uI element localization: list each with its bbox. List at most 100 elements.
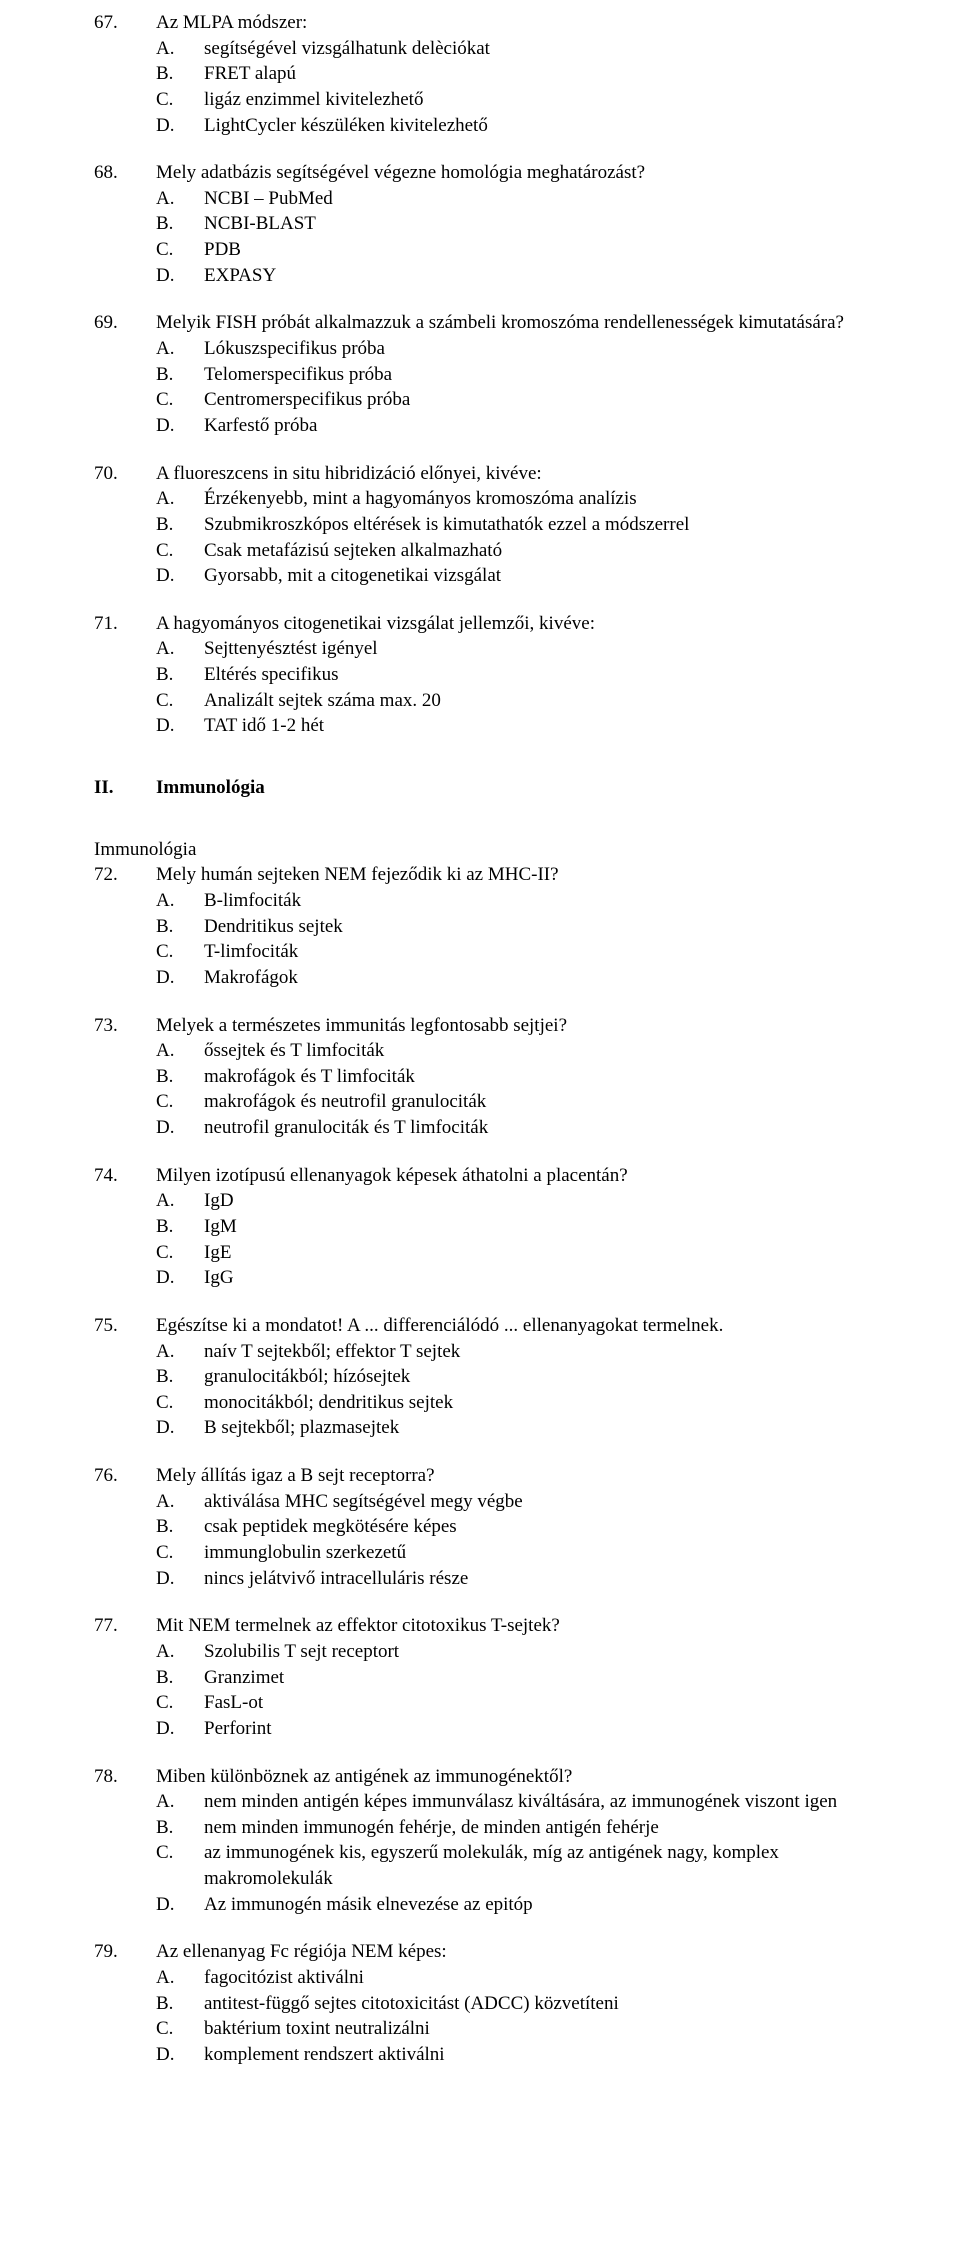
option-letter: B. xyxy=(156,1364,204,1390)
answer-option: B.Szubmikroszkópos eltérések is kimutath… xyxy=(94,512,900,538)
answer-option: D.Gyorsabb, mit a citogenetikai vizsgála… xyxy=(94,563,900,589)
option-text: IgM xyxy=(204,1214,900,1240)
answer-option: C.az immunogének kis, egyszerű molekulák… xyxy=(94,1840,900,1891)
answer-option: A.B-limfociták xyxy=(94,888,900,914)
question-text: Milyen izotípusú ellenanyagok képesek át… xyxy=(156,1163,900,1189)
question-text: Mely adatbázis segítségével végezne homo… xyxy=(156,160,900,186)
option-text: Centromerspecifikus próba xyxy=(204,387,900,413)
option-text: B sejtekből; plazmasejtek xyxy=(204,1415,900,1441)
option-letter: A. xyxy=(156,1038,204,1064)
question-stem: 76.Mely állítás igaz a B sejt receptorra… xyxy=(94,1463,900,1489)
option-text: Telomerspecifikus próba xyxy=(204,362,900,388)
answer-option: C.makrofágok és neutrofil granulociták xyxy=(94,1089,900,1115)
option-letter: D. xyxy=(156,1115,204,1141)
answer-option: A.őssejtek és T limfociták xyxy=(94,1038,900,1064)
question-number: 75. xyxy=(94,1313,156,1339)
question-stem: 71.A hagyományos citogenetikai vizsgálat… xyxy=(94,611,900,637)
option-text: Érzékenyebb, mint a hagyományos kromoszó… xyxy=(204,486,900,512)
question-block: 76.Mely állítás igaz a B sejt receptorra… xyxy=(94,1463,900,1591)
option-text: Csak metafázisú sejteken alkalmazható xyxy=(204,538,900,564)
question-text: Mit NEM termelnek az effektor citotoxiku… xyxy=(156,1613,900,1639)
question-block: 68.Mely adatbázis segítségével végezne h… xyxy=(94,160,900,288)
option-text: csak peptidek megkötésére képes xyxy=(204,1514,900,1540)
option-letter: D. xyxy=(156,1566,204,1592)
question-number: 69. xyxy=(94,310,156,336)
option-text: B-limfociták xyxy=(204,888,900,914)
answer-option: D.IgG xyxy=(94,1265,900,1291)
option-letter: C. xyxy=(156,87,204,113)
option-letter: A. xyxy=(156,1789,204,1815)
question-stem: 67.Az MLPA módszer: xyxy=(94,10,900,36)
answer-option: A.nem minden antigén képes immunválasz k… xyxy=(94,1789,900,1815)
option-letter: C. xyxy=(156,1840,204,1891)
answer-option: C.monocitákból; dendritikus sejtek xyxy=(94,1390,900,1416)
option-text: granulocitákból; hízósejtek xyxy=(204,1364,900,1390)
option-letter: B. xyxy=(156,362,204,388)
question-text: Az MLPA módszer: xyxy=(156,10,900,36)
question-text: A hagyományos citogenetikai vizsgálat je… xyxy=(156,611,900,637)
answer-option: B.Dendritikus sejtek xyxy=(94,914,900,940)
option-letter: D. xyxy=(156,113,204,139)
question-number: 72. xyxy=(94,862,156,888)
option-text: EXPASY xyxy=(204,263,900,289)
question-number: 76. xyxy=(94,1463,156,1489)
option-text: az immunogének kis, egyszerű molekulák, … xyxy=(204,1840,900,1891)
question-block: 71.A hagyományos citogenetikai vizsgálat… xyxy=(94,611,900,739)
question-number: 67. xyxy=(94,10,156,36)
answer-option: B.antitest-függő sejtes citotoxicitást (… xyxy=(94,1991,900,2017)
question-stem: 77.Mit NEM termelnek az effektor citotox… xyxy=(94,1613,900,1639)
answer-option: A.NCBI – PubMed xyxy=(94,186,900,212)
answer-option: A.Szolubilis T sejt receptort xyxy=(94,1639,900,1665)
option-text: NCBI-BLAST xyxy=(204,211,900,237)
question-text: Egészítse ki a mondatot! A ... differenc… xyxy=(156,1313,900,1339)
option-letter: B. xyxy=(156,1214,204,1240)
option-text: makrofágok és neutrofil granulociták xyxy=(204,1089,900,1115)
answer-option: A.Lókuszspecifikus próba xyxy=(94,336,900,362)
option-letter: B. xyxy=(156,1991,204,2017)
option-text: Granzimet xyxy=(204,1665,900,1691)
answer-option: A.fagocitózist aktiválni xyxy=(94,1965,900,1991)
option-letter: C. xyxy=(156,688,204,714)
answer-option: C.Centromerspecifikus próba xyxy=(94,387,900,413)
subheading: Immunológia xyxy=(94,837,900,863)
option-letter: A. xyxy=(156,636,204,662)
option-letter: C. xyxy=(156,1089,204,1115)
answer-option: C.baktérium toxint neutralizálni xyxy=(94,2016,900,2042)
answer-option: B.FRET alapú xyxy=(94,61,900,87)
question-text: Mely humán sejteken NEM fejeződik ki az … xyxy=(156,862,900,888)
option-letter: A. xyxy=(156,1639,204,1665)
answer-option: D.nincs jelátvivő intracelluláris része xyxy=(94,1566,900,1592)
question-block: 77.Mit NEM termelnek az effektor citotox… xyxy=(94,1613,900,1741)
question-number: 70. xyxy=(94,461,156,487)
option-text: naív T sejtekből; effektor T sejtek xyxy=(204,1339,900,1365)
option-text: Perforint xyxy=(204,1716,900,1742)
question-stem: 73.Melyek a természetes immunitás legfon… xyxy=(94,1013,900,1039)
option-text: őssejtek és T limfociták xyxy=(204,1038,900,1064)
option-letter: B. xyxy=(156,1815,204,1841)
option-letter: D. xyxy=(156,563,204,589)
option-letter: A. xyxy=(156,36,204,62)
option-letter: A. xyxy=(156,1489,204,1515)
question-text: Miben különböznek az antigének az immuno… xyxy=(156,1764,900,1790)
answer-option: B.Eltérés specifikus xyxy=(94,662,900,688)
option-text: LightCycler készüléken kivitelezhető xyxy=(204,113,900,139)
option-letter: C. xyxy=(156,1240,204,1266)
question-block: 69.Melyik FISH próbát alkalmazzuk a szám… xyxy=(94,310,900,438)
option-letter: D. xyxy=(156,413,204,439)
option-letter: B. xyxy=(156,211,204,237)
option-letter: B. xyxy=(156,662,204,688)
option-letter: A. xyxy=(156,336,204,362)
option-text: nem minden antigén képes immunválasz kiv… xyxy=(204,1789,900,1815)
option-letter: D. xyxy=(156,1265,204,1291)
option-letter: A. xyxy=(156,888,204,914)
option-text: Gyorsabb, mit a citogenetikai vizsgálat xyxy=(204,563,900,589)
option-letter: B. xyxy=(156,1514,204,1540)
answer-option: B.NCBI-BLAST xyxy=(94,211,900,237)
answer-option: D.Makrofágok xyxy=(94,965,900,991)
option-text: ligáz enzimmel kivitelezhető xyxy=(204,87,900,113)
option-text: Szolubilis T sejt receptort xyxy=(204,1639,900,1665)
option-letter: D. xyxy=(156,263,204,289)
option-text: Eltérés specifikus xyxy=(204,662,900,688)
section-number: II. xyxy=(94,775,156,801)
answer-option: B.Granzimet xyxy=(94,1665,900,1691)
